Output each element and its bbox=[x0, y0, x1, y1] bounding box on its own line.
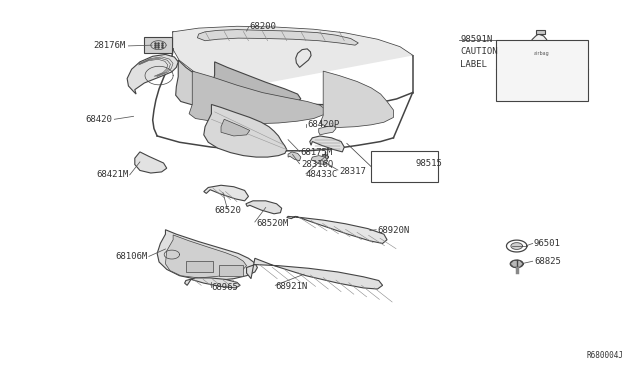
Text: 98591N: 98591N bbox=[461, 35, 493, 44]
Text: 28317: 28317 bbox=[339, 167, 366, 176]
Text: 68921N: 68921N bbox=[275, 282, 308, 291]
Polygon shape bbox=[211, 62, 301, 108]
Polygon shape bbox=[175, 60, 216, 105]
Text: R680004J: R680004J bbox=[586, 351, 623, 360]
Bar bbox=[371, 151, 438, 182]
Polygon shape bbox=[323, 155, 328, 159]
Polygon shape bbox=[296, 49, 311, 67]
Polygon shape bbox=[204, 105, 287, 157]
Text: CAUTION: CAUTION bbox=[461, 47, 498, 56]
Polygon shape bbox=[287, 217, 387, 243]
Text: 68200: 68200 bbox=[250, 22, 276, 31]
Text: 98515: 98515 bbox=[416, 159, 443, 168]
Polygon shape bbox=[127, 54, 178, 94]
Text: 68421M: 68421M bbox=[96, 170, 129, 179]
Polygon shape bbox=[288, 152, 301, 161]
Polygon shape bbox=[510, 260, 523, 267]
Polygon shape bbox=[319, 126, 336, 135]
Text: 68965: 68965 bbox=[211, 283, 238, 292]
Polygon shape bbox=[536, 31, 545, 34]
Polygon shape bbox=[204, 185, 248, 201]
Polygon shape bbox=[532, 34, 547, 49]
Bar bbox=[219, 265, 243, 276]
Text: 68920N: 68920N bbox=[378, 226, 410, 235]
Polygon shape bbox=[311, 155, 328, 164]
Text: 48433C: 48433C bbox=[306, 170, 338, 179]
Polygon shape bbox=[246, 201, 282, 214]
Polygon shape bbox=[197, 30, 358, 45]
Polygon shape bbox=[320, 71, 394, 128]
Text: 68420P: 68420P bbox=[307, 121, 339, 129]
Polygon shape bbox=[173, 27, 413, 90]
Text: 96501: 96501 bbox=[534, 239, 561, 248]
Text: airbag: airbag bbox=[534, 51, 550, 55]
Polygon shape bbox=[221, 119, 250, 136]
Polygon shape bbox=[511, 243, 522, 249]
Text: 68175M: 68175M bbox=[301, 148, 333, 157]
Text: 68520: 68520 bbox=[214, 206, 241, 215]
Text: 68420: 68420 bbox=[86, 115, 113, 124]
Text: 68825: 68825 bbox=[534, 257, 561, 266]
Polygon shape bbox=[189, 71, 326, 124]
Polygon shape bbox=[166, 235, 246, 278]
Polygon shape bbox=[135, 152, 167, 173]
Polygon shape bbox=[246, 258, 383, 289]
Polygon shape bbox=[145, 37, 173, 53]
Polygon shape bbox=[157, 230, 257, 280]
Text: 28176M: 28176M bbox=[93, 41, 125, 51]
Text: 68106M: 68106M bbox=[115, 252, 148, 261]
Bar bbox=[495, 39, 588, 101]
Polygon shape bbox=[510, 261, 523, 267]
Text: 28316Q: 28316Q bbox=[301, 160, 333, 169]
Polygon shape bbox=[310, 136, 344, 152]
Text: 68520M: 68520M bbox=[256, 219, 289, 228]
Text: LABEL: LABEL bbox=[461, 60, 488, 68]
Bar bbox=[186, 261, 212, 272]
Polygon shape bbox=[184, 278, 240, 288]
